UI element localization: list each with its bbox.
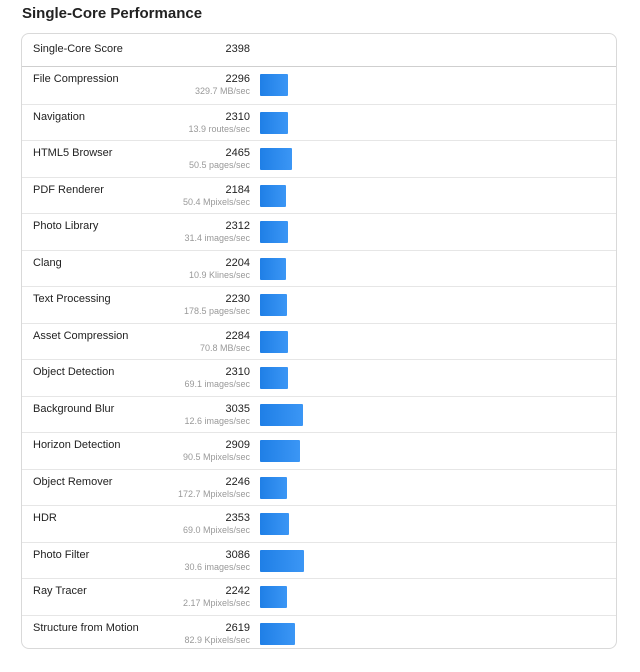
benchmark-rate: 69.0 Mpixels/sec bbox=[182, 525, 250, 535]
benchmark-rate: 172.7 Mpixels/sec bbox=[177, 488, 250, 499]
benchmark-score: 2246 bbox=[225, 475, 250, 488]
benchmark-name: Object Detection bbox=[33, 366, 115, 378]
benchmark-bar bbox=[260, 148, 292, 170]
benchmark-name: Horizon Detection bbox=[33, 439, 121, 451]
benchmark-row: Object Remover 2246 172.7 Mpixels/sec bbox=[22, 468, 616, 506]
benchmark-card: Single-Core Score 2398 File Compression 2… bbox=[21, 33, 617, 649]
benchmark-name: Text Processing bbox=[33, 293, 111, 305]
benchmark-score: 3035 bbox=[225, 402, 250, 415]
benchmark-row: Clang 2204 10.9 Klines/sec bbox=[22, 249, 616, 287]
benchmark-bar bbox=[260, 74, 288, 96]
benchmark-score: 2310 bbox=[225, 366, 250, 378]
benchmark-score: 2284 bbox=[225, 329, 250, 342]
benchmark-bar bbox=[260, 622, 295, 645]
benchmark-row: Ray Tracer 2242 2.17 Mpixels/sec bbox=[22, 578, 616, 615]
benchmark-row: Background Blur 3035 12.6 images/sec bbox=[22, 395, 616, 433]
benchmark-bar bbox=[260, 549, 304, 572]
benchmark-score: 2353 bbox=[225, 512, 250, 524]
benchmark-score: 2310 bbox=[225, 110, 250, 123]
benchmark-rate: 50.5 pages/sec bbox=[188, 160, 250, 170]
benchmark-row: Horizon Detection 2909 90.5 Mpixels/sec bbox=[22, 432, 616, 469]
benchmark-name: Asset Compression bbox=[33, 329, 129, 342]
benchmark-score: 2230 bbox=[225, 293, 250, 305]
benchmark-bar bbox=[260, 513, 289, 535]
benchmark-score: 2465 bbox=[225, 147, 250, 159]
benchmark-row: HDR 2353 69.0 Mpixels/sec bbox=[22, 505, 616, 542]
benchmark-row: HTML5 Browser 2465 50.5 pages/sec bbox=[22, 140, 616, 177]
benchmark-bar bbox=[260, 403, 303, 426]
benchmark-name: PDF Renderer bbox=[33, 183, 104, 196]
benchmark-row: PDF Renderer 2184 50.4 Mpixels/sec bbox=[22, 176, 616, 214]
benchmark-name: Navigation bbox=[33, 110, 85, 123]
benchmark-score: 2312 bbox=[225, 220, 250, 232]
benchmark-name: Ray Tracer bbox=[33, 585, 87, 597]
benchmark-name: Photo Library bbox=[33, 220, 99, 232]
benchmark-rate: 82.9 Kpixels/sec bbox=[184, 634, 250, 645]
summary-value: 2398 bbox=[225, 43, 250, 55]
benchmark-score: 2184 bbox=[225, 183, 250, 196]
benchmark-name: HTML5 Browser bbox=[33, 147, 113, 159]
benchmark-rate: 329.7 MB/sec bbox=[194, 86, 250, 96]
benchmark-name: File Compression bbox=[33, 73, 119, 85]
benchmark-rate: 30.6 images/sec bbox=[184, 561, 250, 572]
benchmark-bar bbox=[260, 367, 288, 389]
benchmark-row: Asset Compression 2284 70.8 MB/sec bbox=[22, 322, 616, 360]
benchmark-row: Navigation 2310 13.9 routes/sec bbox=[22, 103, 616, 141]
benchmark-rate: 13.9 routes/sec bbox=[188, 123, 250, 134]
benchmark-name: Clang bbox=[33, 256, 62, 269]
benchmark-bar bbox=[260, 257, 286, 280]
benchmark-name: Object Remover bbox=[33, 475, 113, 488]
benchmark-row: Object Detection 2310 69.1 images/sec bbox=[22, 359, 616, 396]
benchmark-bar bbox=[260, 440, 300, 462]
benchmark-score: 2296 bbox=[225, 73, 250, 85]
benchmark-score: 2619 bbox=[225, 621, 250, 634]
benchmark-name: Structure from Motion bbox=[33, 621, 139, 634]
benchmark-bar bbox=[260, 111, 288, 134]
summary-row: Single-Core Score 2398 bbox=[22, 34, 616, 67]
benchmark-list: File Compression 2296 329.7 MB/sec Navigati… bbox=[22, 67, 616, 649]
benchmark-bar bbox=[260, 586, 287, 608]
summary-label: Single-Core Score bbox=[33, 43, 123, 55]
benchmark-bar bbox=[260, 294, 287, 316]
benchmark-rate: 12.6 images/sec bbox=[184, 415, 250, 426]
benchmark-score: 3086 bbox=[225, 548, 250, 561]
benchmark-bar bbox=[260, 221, 288, 243]
page-title: Single-Core Performance bbox=[22, 5, 203, 22]
benchmark-row: Photo Filter 3086 30.6 images/sec bbox=[22, 541, 616, 579]
benchmark-rate: 2.17 Mpixels/sec bbox=[182, 598, 250, 608]
benchmark-bar bbox=[260, 476, 287, 499]
benchmark-bar bbox=[260, 330, 288, 353]
benchmark-rate: 69.1 images/sec bbox=[184, 379, 250, 389]
benchmark-name: Photo Filter bbox=[33, 548, 90, 561]
benchmark-rate: 50.4 Mpixels/sec bbox=[182, 196, 250, 207]
benchmark-rate: 10.9 Klines/sec bbox=[188, 269, 250, 280]
benchmark-row: Structure from Motion 2619 82.9 Kpixels/se… bbox=[22, 614, 616, 649]
benchmark-name: HDR bbox=[33, 512, 57, 524]
benchmark-rate: 31.4 images/sec bbox=[184, 233, 250, 243]
benchmark-row: File Compression 2296 329.7 MB/sec bbox=[22, 67, 616, 104]
benchmark-rate: 90.5 Mpixels/sec bbox=[182, 452, 250, 462]
benchmark-row: Photo Library 2312 31.4 images/sec bbox=[22, 213, 616, 250]
benchmark-score: 2204 bbox=[225, 256, 250, 269]
benchmark-rate: 178.5 pages/sec bbox=[183, 306, 250, 316]
benchmark-row: Text Processing 2230 178.5 pages/sec bbox=[22, 286, 616, 323]
benchmark-score: 2242 bbox=[225, 585, 250, 597]
benchmark-name: Background Blur bbox=[33, 402, 115, 415]
benchmark-bar bbox=[260, 184, 286, 207]
benchmark-rate: 70.8 MB/sec bbox=[199, 342, 250, 353]
benchmark-score: 2909 bbox=[225, 439, 250, 451]
